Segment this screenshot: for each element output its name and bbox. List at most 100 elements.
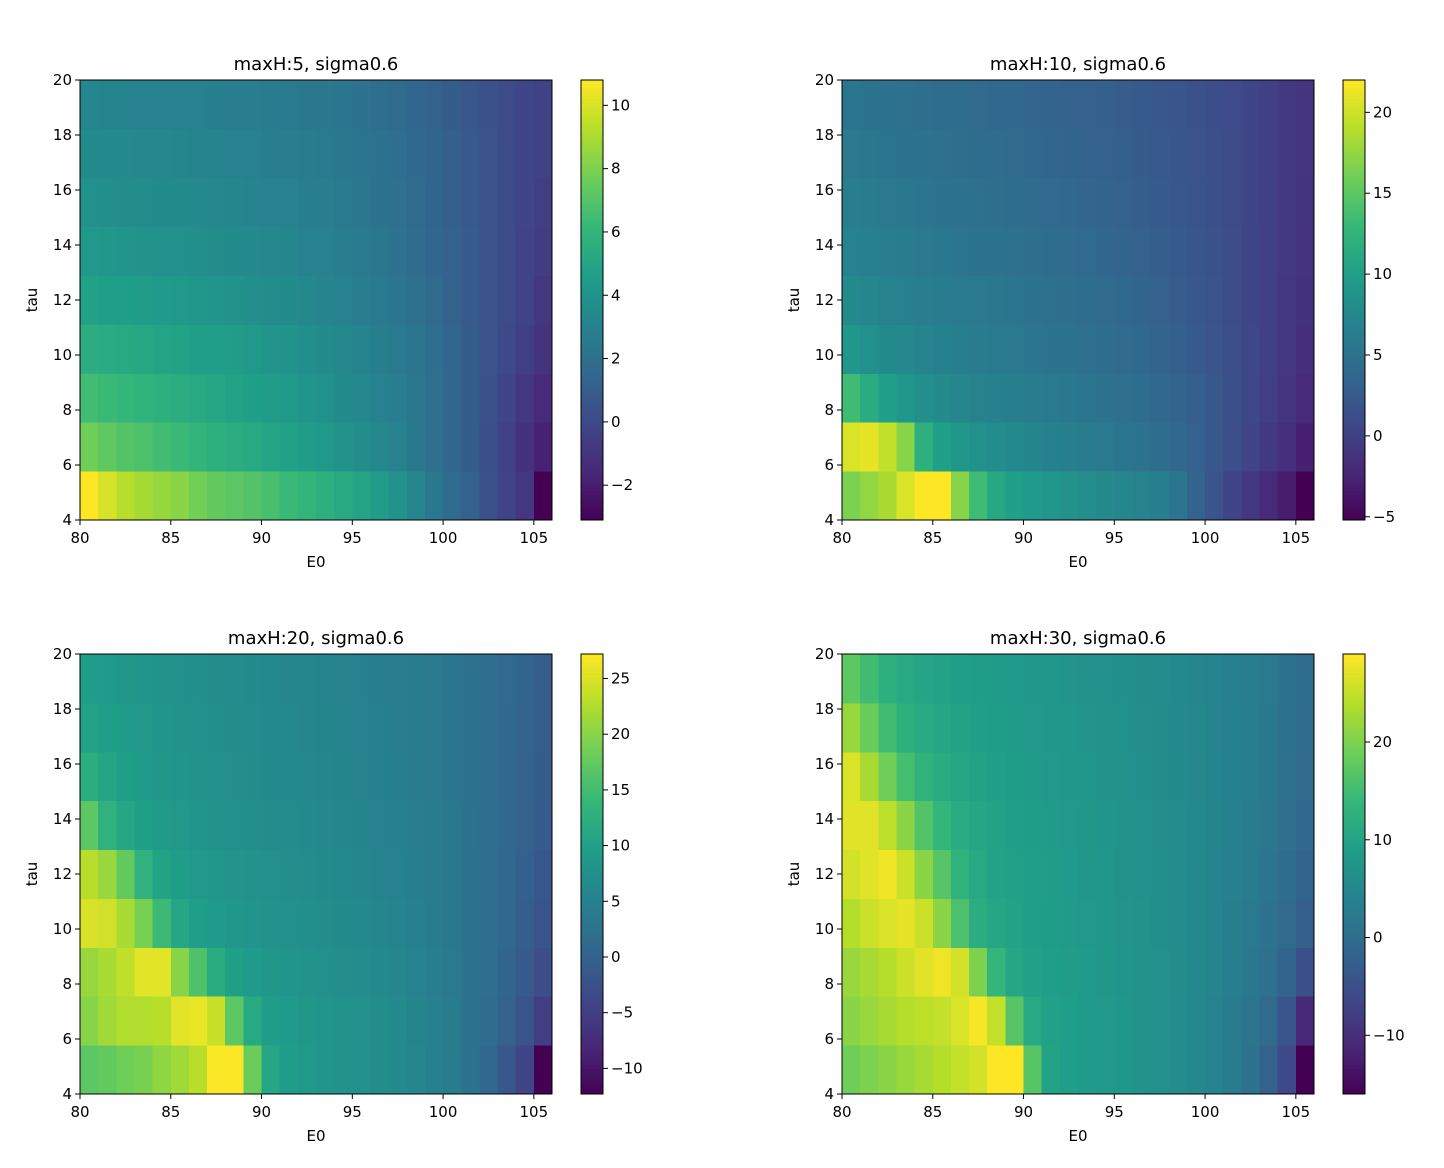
heatmap-cell: [1023, 80, 1043, 130]
heatmap-cell: [1223, 422, 1242, 472]
heatmap-cell: [969, 898, 988, 949]
x-tick-label: 85: [923, 1103, 942, 1121]
heatmap-cell: [860, 80, 879, 130]
colorbar-segment: [581, 270, 603, 275]
heatmap-cell: [1096, 324, 1115, 375]
colorbar-segment: [581, 1006, 603, 1011]
heatmap-cell: [1059, 702, 1079, 753]
heatmap-cell: [533, 80, 553, 130]
colorbar-segment: [1343, 1028, 1365, 1033]
heatmap-cell: [152, 702, 172, 753]
heatmap-cell: [1114, 947, 1134, 997]
heatmap-cell: [1114, 226, 1134, 277]
heatmap-cell: [1295, 702, 1315, 753]
heatmap-cell: [932, 80, 952, 130]
heatmap-cell: [878, 654, 898, 704]
heatmap-cell: [932, 654, 952, 704]
colorbar-segment: [1343, 237, 1365, 242]
heatmap-cell: [515, 751, 535, 802]
colorbar-segment: [581, 171, 603, 176]
heatmap-cell: [533, 702, 553, 753]
colorbar-segment: [1343, 197, 1365, 202]
heatmap-cell: [497, 422, 517, 472]
heatmap-cells: [80, 654, 553, 1095]
heatmap-cell: [950, 751, 970, 802]
heatmap-cell: [860, 800, 879, 851]
heatmap-cell: [134, 751, 154, 802]
heatmap-cell: [1005, 373, 1025, 423]
heatmap-cell: [207, 947, 226, 997]
heatmap-cell: [1259, 654, 1279, 704]
heatmap-cell: [297, 373, 317, 423]
heatmap-cell: [1205, 702, 1224, 753]
colorbar-segment: [581, 712, 603, 717]
heatmap-cell: [225, 128, 244, 179]
heatmap-cell: [515, 128, 535, 179]
heatmap-cell: [969, 996, 988, 1046]
heatmap-cell: [497, 996, 517, 1046]
heatmap-cell: [878, 80, 898, 130]
heatmap-cell: [1205, 800, 1224, 851]
heatmap-cell: [1259, 128, 1279, 179]
heatmap-cell: [1277, 947, 1297, 997]
heatmap-cell: [515, 1045, 535, 1095]
heatmap-cell: [152, 177, 172, 228]
heatmap-cell: [987, 471, 1006, 521]
colorbar-segment: [1343, 1031, 1365, 1036]
y-tick-label: 18: [815, 126, 834, 144]
colorbar-segment: [1343, 160, 1365, 165]
colorbar-segment: [581, 237, 603, 242]
heatmap-cell: [1041, 324, 1061, 375]
heatmap-cell: [134, 226, 154, 277]
colorbar-segment: [581, 347, 603, 352]
heatmap-cell: [969, 751, 988, 802]
heatmap-cell: [170, 471, 190, 521]
heatmap-cell: [225, 947, 244, 997]
colorbar-segment: [581, 734, 603, 739]
colorbar-segment: [1343, 789, 1365, 794]
colorbar-segment: [1343, 716, 1365, 721]
heatmap-cell: [424, 226, 444, 277]
heatmap-cell: [932, 324, 952, 375]
colorbar-segment: [1343, 80, 1365, 85]
colorbar-segment: [1343, 1006, 1365, 1011]
colorbar-segment: [581, 248, 603, 253]
x-tick-label: 100: [429, 1103, 458, 1121]
x-tick-label: 105: [1282, 1103, 1311, 1121]
heatmap-cell: [479, 654, 499, 704]
colorbar-segment: [1343, 270, 1365, 275]
colorbar-segment: [581, 874, 603, 879]
heatmap-cell: [461, 947, 480, 997]
heatmap-cell: [406, 324, 426, 375]
heatmap-cell: [1168, 1045, 1188, 1095]
colorbar-segment: [1343, 749, 1365, 754]
colorbar-segment: [581, 888, 603, 893]
heatmap-cell: [1223, 128, 1242, 179]
heatmap-cell: [388, 471, 408, 521]
heatmap-cell: [914, 422, 934, 472]
heatmap-cell: [1096, 422, 1115, 472]
colorbar-tick-label: 0: [611, 948, 621, 966]
heatmap-cell: [842, 128, 861, 179]
heatmap-cell: [152, 324, 172, 375]
colorbar-segment: [1343, 1042, 1365, 1047]
colorbar-segment: [1343, 241, 1365, 246]
colorbar-segment: [581, 146, 603, 151]
heatmap-cell: [1078, 275, 1097, 326]
heatmap-cell: [1277, 275, 1297, 326]
heatmap-cell: [1005, 996, 1025, 1046]
x-tick-label: 85: [161, 1103, 180, 1121]
heatmap-cell: [334, 898, 353, 949]
colorbar-segment: [581, 786, 603, 791]
colorbar-segment: [1343, 281, 1365, 286]
heatmap-cell: [1205, 751, 1224, 802]
colorbar-segment: [581, 918, 603, 923]
heatmap-cell: [1132, 226, 1152, 277]
heatmap-cell: [424, 177, 444, 228]
heatmap-cell: [116, 702, 136, 753]
colorbar-segment: [581, 1024, 603, 1029]
heatmap-cell: [1205, 898, 1224, 949]
colorbar-segment: [581, 322, 603, 327]
colorbar-segment: [581, 1064, 603, 1069]
heatmap-cell: [461, 80, 480, 130]
